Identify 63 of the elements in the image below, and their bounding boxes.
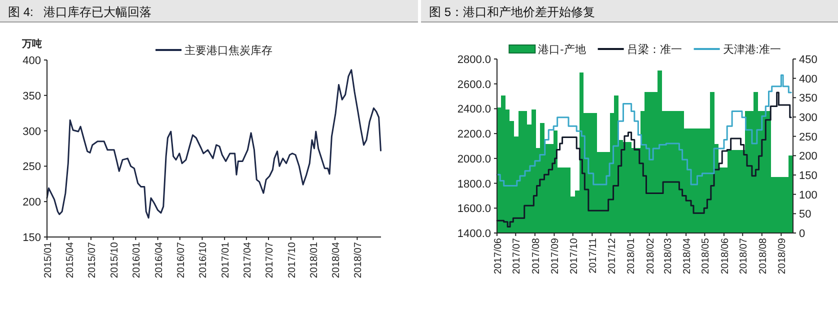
y-tick-label: 1400.0 (457, 228, 491, 240)
x-tick-label: 2017/04 (242, 242, 254, 278)
x-tick-label: 2017/06 (493, 238, 504, 274)
chart-title: 图 5：港口和产地价差开始修复 (429, 5, 596, 19)
x-tick-label: 2017/07 (264, 242, 276, 278)
y-tick-label: 150 (22, 232, 41, 244)
y2-tick-label: 250 (799, 131, 818, 144)
y2-tick-label: 50 (799, 208, 812, 221)
y-tick-label: 300 (22, 126, 41, 138)
x-tick-label: 2018/09 (777, 238, 788, 274)
x-tick-label: 2017/10 (568, 238, 580, 274)
chart-title: 图 4: 港口库存已大幅回落 (8, 5, 152, 19)
x-tick-label: 2018/01 (626, 238, 638, 274)
y-tick-label: 2200.0 (457, 128, 491, 141)
y2-tick-label: 0 (799, 228, 806, 240)
y-axis-title: 万吨 (21, 38, 42, 50)
x-tick-label: 2016/04 (154, 242, 165, 278)
x-tick-label: 2018/06 (720, 238, 731, 274)
y2-tick-label: 400 (799, 73, 818, 86)
y2-tick-label: 300 (799, 112, 818, 124)
y2-tick-label: 450 (799, 54, 818, 66)
x-tick-label: 2017/12 (606, 238, 618, 274)
x-tick-label: 2017/09 (550, 238, 562, 274)
y-tick-label: 2800.0 (457, 54, 491, 66)
x-tick-label: 2017/01 (220, 242, 232, 278)
x-tick-label: 2018/07 (353, 242, 364, 278)
series-label: 港口-产地 (538, 43, 586, 56)
legend-label: 天津港:准一 (722, 43, 781, 56)
x-tick-label: 2018/07 (738, 238, 750, 274)
y2-tick-label: 150 (799, 170, 818, 182)
legend-label: 主要港口焦炭库存 (184, 44, 272, 57)
x-tick-label: 2018/02 (645, 238, 656, 274)
y-tick-label: 2400.0 (457, 104, 491, 116)
x-tick-label: 2018/04 (331, 242, 342, 278)
legend: 主要港口焦炭库存 (156, 45, 272, 57)
legend-label: 吕梁：准一 (626, 43, 682, 56)
x-tick-label: 2015/04 (64, 242, 76, 278)
y2-tick-label: 350 (799, 92, 818, 105)
x-tick-label: 2018/08 (758, 238, 769, 274)
x-tick-label: 2017/08 (530, 238, 542, 274)
y-tick-label: 1600.0 (457, 203, 491, 216)
x-tick-label: 2016/01 (132, 242, 143, 278)
x-tick-label: 2017/10 (286, 242, 298, 278)
y-tick-label: 400 (22, 55, 41, 67)
x-tick-label: 2018/03 (662, 238, 674, 274)
x-tick-label: 2017/07 (512, 238, 523, 274)
x-tick-label: 2016/07 (176, 242, 187, 278)
x-tick-label: 2015/01 (43, 242, 54, 278)
y-tick-label: 2000.0 (457, 153, 491, 166)
y-tick-label: 350 (22, 90, 41, 102)
x-tick-label: 2015/10 (109, 242, 120, 278)
y2-tick-label: 100 (799, 189, 818, 202)
x-tick-label: 2018/04 (682, 238, 694, 274)
y-tick-label: 2600.0 (457, 78, 491, 91)
y2-tick-label: 200 (799, 150, 818, 163)
x-tick-label: 2016/10 (198, 242, 210, 278)
y-tick-label: 250 (22, 161, 41, 174)
y-tick-label: 200 (22, 196, 41, 209)
x-tick-label: 2017/11 (588, 238, 600, 274)
y-tick-label: 1800.0 (457, 178, 491, 190)
x-tick-label: 2015/07 (86, 242, 98, 278)
x-tick-label: 2018/05 (700, 238, 712, 274)
x-tick-label: 2018/01 (309, 242, 320, 278)
